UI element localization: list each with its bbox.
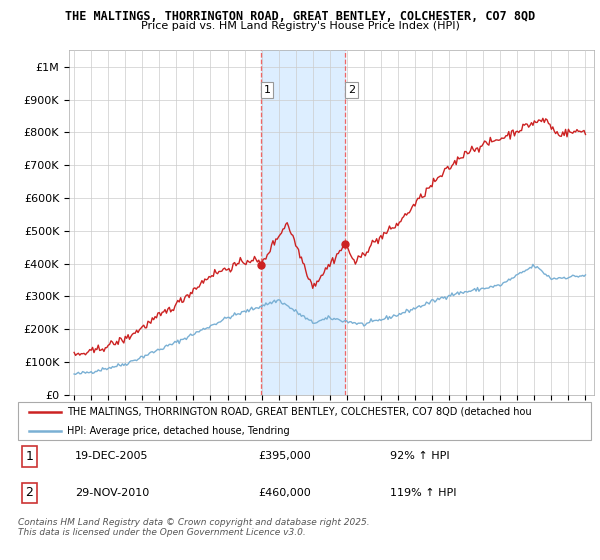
Text: 92% ↑ HPI: 92% ↑ HPI [391, 451, 450, 461]
Text: 1: 1 [26, 450, 34, 463]
Text: 1: 1 [263, 85, 271, 95]
Text: 19-DEC-2005: 19-DEC-2005 [76, 451, 149, 461]
Text: Price paid vs. HM Land Registry's House Price Index (HPI): Price paid vs. HM Land Registry's House … [140, 21, 460, 31]
Text: 119% ↑ HPI: 119% ↑ HPI [391, 488, 457, 498]
Text: 2: 2 [348, 85, 355, 95]
Text: Contains HM Land Registry data © Crown copyright and database right 2025.
This d: Contains HM Land Registry data © Crown c… [18, 518, 370, 538]
Text: £460,000: £460,000 [259, 488, 311, 498]
Text: 29-NOV-2010: 29-NOV-2010 [76, 488, 149, 498]
Text: 2: 2 [26, 486, 34, 500]
FancyBboxPatch shape [18, 402, 591, 440]
Text: HPI: Average price, detached house, Tendring: HPI: Average price, detached house, Tend… [67, 426, 289, 436]
Bar [261, 50, 346, 395]
Text: THE MALTINGS, THORRINGTON ROAD, GREAT BENTLEY, COLCHESTER, CO7 8QD: THE MALTINGS, THORRINGTON ROAD, GREAT BE… [65, 10, 535, 23]
Text: THE MALTINGS, THORRINGTON ROAD, GREAT BENTLEY, COLCHESTER, CO7 8QD (detached hou: THE MALTINGS, THORRINGTON ROAD, GREAT BE… [67, 407, 532, 417]
Text: £395,000: £395,000 [259, 451, 311, 461]
